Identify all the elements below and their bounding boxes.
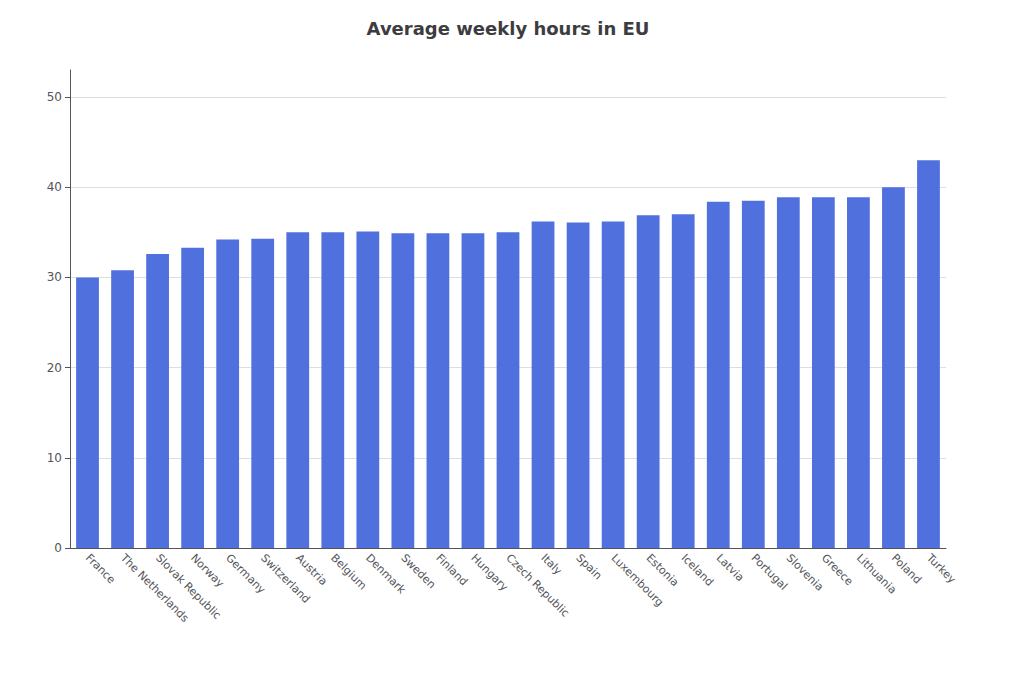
svg-text:Luxembourg: Luxembourg <box>608 551 667 609</box>
svg-text:Lithuania: Lithuania <box>853 551 899 597</box>
svg-text:Poland: Poland <box>889 551 924 586</box>
svg-text:Latvia: Latvia <box>714 551 747 584</box>
svg-text:Slovak Republic: Slovak Republic <box>153 551 224 622</box>
svg-text:Belgium: Belgium <box>328 551 369 592</box>
svg-text:Italy: Italy <box>538 551 564 577</box>
svg-text:Iceland: Iceland <box>679 551 716 588</box>
svg-text:Spain: Spain <box>573 551 604 582</box>
svg-text:Austria: Austria <box>293 551 330 588</box>
svg-text:The Netherlands: The Netherlands <box>118 551 192 625</box>
svg-text:0: 0 <box>54 541 62 555</box>
svg-text:30: 30 <box>47 270 62 284</box>
svg-text:40: 40 <box>47 180 62 194</box>
svg-text:Average weekly hours in EU: Average weekly hours in EU <box>367 18 650 39</box>
svg-text:50: 50 <box>47 90 62 104</box>
svg-text:Finland: Finland <box>433 551 470 588</box>
svg-text:20: 20 <box>47 361 62 375</box>
svg-text:Slovenia: Slovenia <box>784 551 826 593</box>
svg-text:Denmark: Denmark <box>363 551 409 597</box>
svg-text:10: 10 <box>47 451 62 465</box>
svg-text:Portugal: Portugal <box>749 551 790 592</box>
svg-text:Sweden: Sweden <box>398 551 438 591</box>
svg-text:Norway: Norway <box>188 551 227 590</box>
svg-text:Germany: Germany <box>223 551 268 597</box>
svg-text:Greece: Greece <box>819 551 856 588</box>
svg-text:Switzerland: Switzerland <box>258 551 313 606</box>
svg-text:France: France <box>83 551 118 586</box>
svg-text:Estonia: Estonia <box>644 551 682 589</box>
svg-text:Hungary: Hungary <box>468 551 511 594</box>
svg-text:Turkey: Turkey <box>923 551 959 587</box>
svg-text:Czech Republic: Czech Republic <box>503 551 571 619</box>
